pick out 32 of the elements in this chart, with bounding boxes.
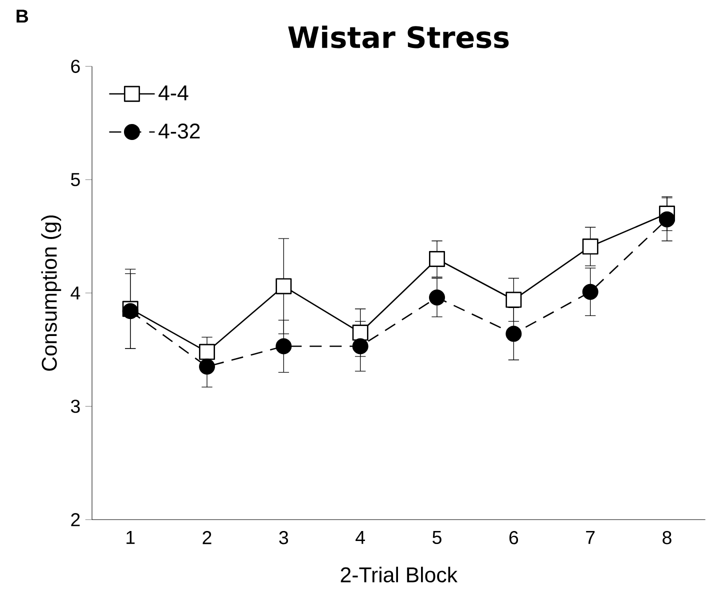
x-axis-title: 2-Trial Block [340, 566, 458, 582]
x-tick-label: 6 [509, 531, 518, 544]
point [199, 344, 216, 360]
x-tick-label: 4 [356, 531, 365, 544]
legend-label: 4-32 [158, 124, 200, 139]
y-tick-label: 2 [71, 513, 80, 526]
y-tick-label: 6 [71, 60, 80, 73]
point [428, 290, 446, 306]
point [582, 284, 598, 300]
x-tick-label: 2 [202, 531, 212, 544]
y-axis-title: Consumption (g) [41, 216, 62, 371]
point [352, 338, 368, 354]
point [582, 238, 598, 255]
point [428, 250, 446, 267]
x-tick-label: 7 [586, 531, 595, 544]
point [352, 324, 368, 341]
x-tick-label: 3 [279, 531, 288, 544]
point [276, 278, 292, 294]
point [506, 292, 522, 308]
legend-label: 4-4 [158, 86, 188, 100]
point [199, 358, 216, 375]
y-tick-label: 3 [70, 400, 80, 413]
x-tick-label: 1 [126, 531, 135, 544]
chart-title: Wistar Stress [288, 26, 509, 48]
y-tick-label: 5 [71, 173, 80, 186]
point [276, 338, 292, 354]
text: B [16, 10, 28, 23]
point [658, 211, 675, 228]
x-tick-label: 5 [432, 531, 442, 544]
point [506, 326, 522, 342]
y-tick-label: 4 [70, 286, 80, 300]
x-tick-label: 8 [662, 531, 672, 544]
